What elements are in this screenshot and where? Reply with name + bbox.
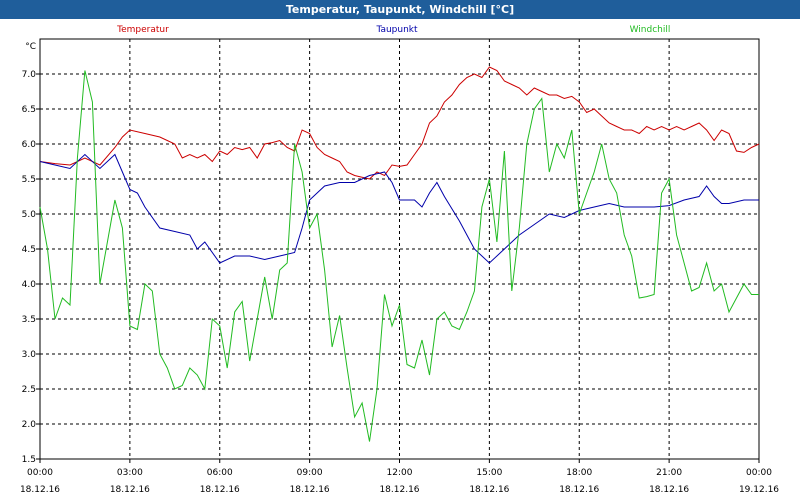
series-line-taupunkt: [39, 153, 759, 264]
x-tick-time-label: 09:00: [297, 468, 323, 478]
y-tick-label: 4.5: [22, 245, 36, 255]
x-tick-date-label: 18.12.16: [649, 485, 689, 495]
x-tick-time-label: 03:00: [117, 468, 143, 478]
x-tick-time-label: 21:00: [656, 468, 682, 478]
x-tick-time-label: 00:00: [746, 468, 772, 478]
x-tick-date-label: 18.12.16: [110, 485, 150, 495]
legend-windchill: Windchill: [630, 25, 671, 35]
x-tick-date-label: 18.12.16: [559, 485, 599, 495]
y-tick-label: 6.5: [22, 105, 36, 115]
x-tick-time-label: 06:00: [207, 468, 233, 478]
window-title: Temperatur, Taupunkt, Windchill [°C]: [0, 0, 800, 19]
x-tick-date-label: 18.12.16: [20, 485, 60, 495]
x-tick-time-label: 15:00: [476, 468, 502, 478]
legend-taupunkt: Taupunkt: [375, 25, 418, 35]
y-tick-label: 1.5: [22, 455, 36, 465]
x-tick-date-label: 18.12.16: [200, 485, 240, 495]
x-tick-time-label: 18:00: [566, 468, 592, 478]
x-tick-date-label: 18.12.16: [469, 485, 509, 495]
x-tick-date-label: 18.12.16: [379, 485, 419, 495]
y-tick-label: 2.5: [22, 385, 36, 395]
x-tick-time-label: 12:00: [387, 468, 413, 478]
x-tick-date-label: 18.12.16: [290, 485, 330, 495]
y-tick-label: 7.0: [22, 70, 37, 80]
x-tick-time-label: 00:00: [27, 468, 53, 478]
series-line-windchill: [39, 70, 759, 442]
chart-svg: 7.0 6.5 6.0 5.5 5.0 4.5 4.0 3.5 3.0 2.5 2.0 1.5 °C 00…: [20, 25, 779, 495]
y-tick-label: 6.0: [22, 140, 37, 150]
legend-temperatur: Temperatur: [116, 25, 169, 35]
y-tick-label: 5.0: [22, 210, 37, 220]
y-tick-label: 2.0: [22, 420, 37, 430]
x-tick-date-label: 19.12.16: [739, 485, 779, 495]
y-unit-label: °C: [25, 42, 36, 52]
series-line-temperatur: [39, 66, 760, 180]
y-tick-label: 4.0: [22, 280, 37, 290]
y-tick-label: 5.5: [22, 175, 36, 185]
y-tick-label: 3.0: [22, 350, 37, 360]
y-tick-label: 3.5: [22, 315, 36, 325]
